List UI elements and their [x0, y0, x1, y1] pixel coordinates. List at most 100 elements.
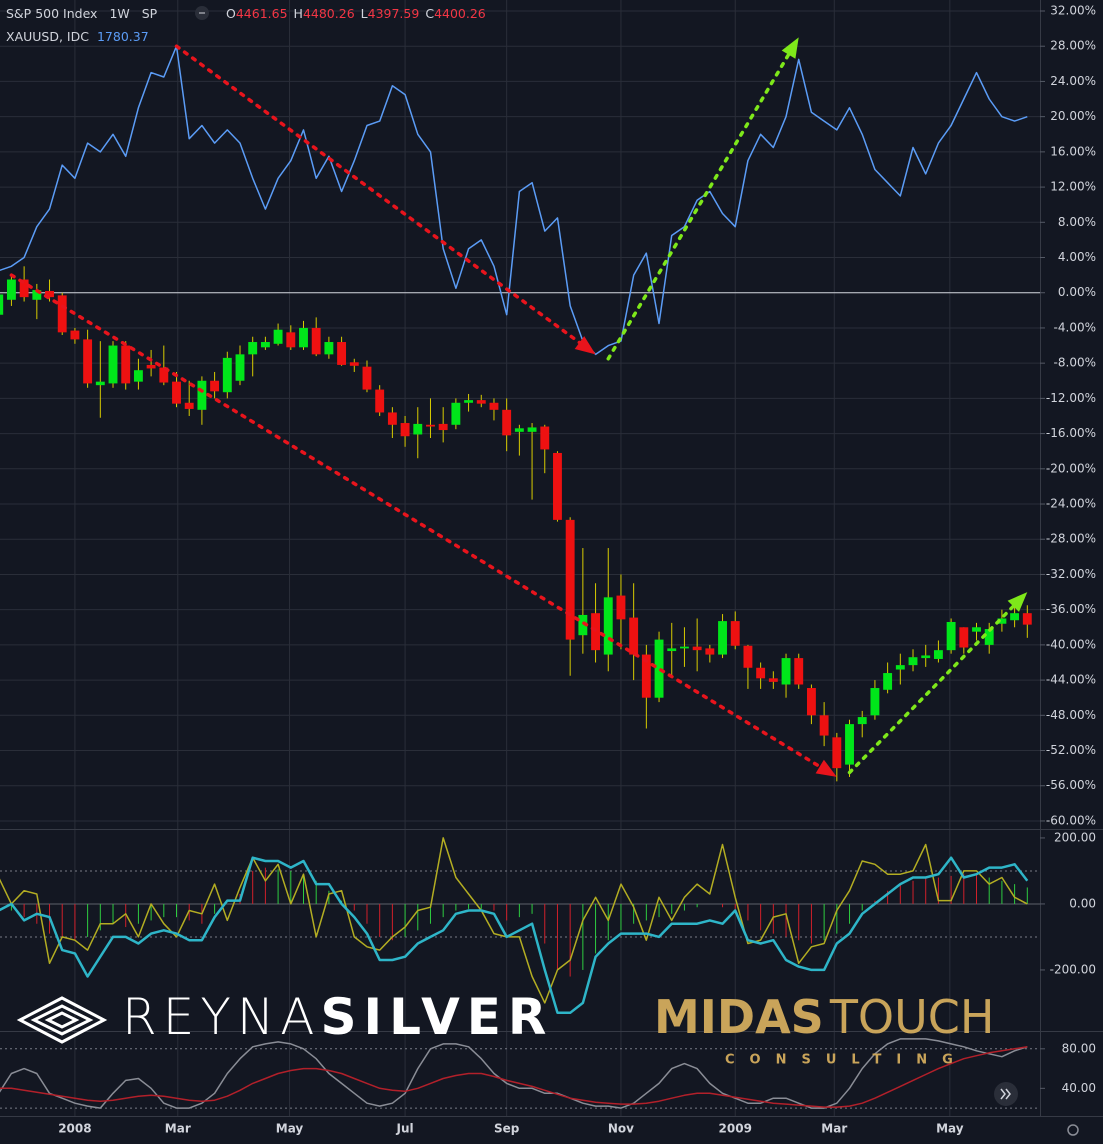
candle-body — [0, 294, 4, 315]
y-tick-label: -16.00% — [1046, 426, 1096, 440]
trend-arrow — [9, 273, 822, 769]
candle-body — [184, 402, 194, 409]
ohlc-label: O — [226, 6, 236, 21]
y-tick-label: -56.00% — [1046, 778, 1096, 792]
scroll-button[interactable] — [994, 1082, 1018, 1106]
candle-body — [349, 362, 359, 366]
last-value: 1780.37 — [97, 29, 149, 44]
candle-body — [514, 428, 524, 432]
trend-arrow — [174, 44, 582, 345]
legend-main: S&P 500 Index 1W SP — [6, 6, 158, 21]
candle-body — [819, 715, 829, 736]
candle-body — [883, 673, 893, 690]
separators — [0, 0, 1103, 1117]
candle-body — [235, 354, 245, 381]
trend-arrow-head — [815, 759, 837, 777]
logo-icon — [30, 1004, 94, 1036]
candle-body — [1022, 613, 1032, 625]
y-tick-label: 0.00 — [1069, 896, 1096, 910]
candle-body — [121, 345, 131, 384]
candle-body — [19, 279, 29, 298]
candle-body — [464, 400, 474, 403]
candle-body — [426, 424, 435, 427]
trend-arrow — [847, 604, 1016, 775]
candle-body — [248, 342, 258, 355]
candle-body — [362, 366, 372, 390]
candle-body — [768, 678, 778, 682]
series-line — [0, 1038, 1028, 1109]
interval: 1W — [109, 6, 129, 21]
candle-body — [756, 667, 766, 679]
candle-body — [832, 737, 842, 769]
x-tick-label: Nov — [608, 1122, 634, 1136]
candle-body — [641, 654, 651, 698]
candle-body — [273, 329, 283, 344]
candle-body — [565, 519, 575, 640]
trend-arrow-head — [781, 37, 799, 59]
x-tick-label: 2008 — [58, 1122, 91, 1136]
candle-body — [845, 724, 854, 765]
candle-body — [337, 342, 347, 365]
candle-body — [299, 327, 308, 348]
candle-body — [946, 621, 956, 651]
y-tick-label: 80.00 — [1062, 1041, 1096, 1055]
candle-body — [972, 627, 981, 632]
x-tick-label: May — [936, 1122, 964, 1136]
trend-arrow — [606, 52, 791, 361]
candle-body — [578, 614, 588, 636]
settings-button[interactable] — [1067, 1124, 1079, 1136]
y-tick-label: -32.00% — [1046, 567, 1096, 581]
candle-body — [502, 409, 512, 436]
candle-body — [324, 342, 334, 355]
y-tick-label: -40.00% — [1046, 637, 1096, 651]
y-tick-label: 24.00% — [1050, 74, 1096, 88]
candle-body — [654, 639, 664, 698]
candle-body — [57, 295, 67, 333]
series-line — [0, 856, 1029, 1015]
y-tick-label: -12.00% — [1046, 391, 1096, 405]
y-tick-label: -60.00% — [1046, 813, 1096, 827]
y-tick-label: 4.00% — [1058, 250, 1096, 264]
candle-body — [375, 389, 385, 413]
candle-body — [908, 657, 918, 666]
candle-body — [680, 646, 689, 649]
candle-body — [413, 423, 423, 435]
candle-body — [794, 658, 804, 685]
oscillator-pane — [0, 837, 1040, 1015]
candle-body — [32, 290, 42, 300]
series-line — [0, 1046, 1028, 1108]
candle-body — [83, 339, 93, 384]
candle-body — [451, 402, 461, 425]
y-tick-label: 16.00% — [1050, 144, 1096, 158]
y-tick-label: -4.00% — [1054, 320, 1096, 334]
series-line — [0, 45, 1028, 356]
exchange: SP — [142, 6, 158, 21]
series-name: S&P 500 Index — [6, 6, 97, 21]
watermark-text: CONSULTING — [725, 1053, 968, 1068]
y-tick-label: -48.00% — [1046, 708, 1096, 722]
y-tick-label: -200.00 — [1050, 962, 1096, 976]
price-pane — [0, 37, 1040, 782]
candle-body — [95, 381, 105, 386]
y-tick-label: 0.00% — [1058, 285, 1096, 299]
candle-body — [6, 279, 16, 300]
y-tick-label: -36.00% — [1046, 602, 1096, 616]
ohlc-legend: O4461.65 H4480.26 L4397.59 C4400.26 — [226, 6, 486, 21]
candle-body — [476, 400, 486, 404]
series-line — [0, 837, 1028, 1004]
candle-body — [870, 688, 880, 716]
candle-body — [286, 332, 296, 348]
legend-gold: XAUUSD, IDC 1780.37 — [6, 29, 149, 44]
candle-body — [172, 381, 181, 404]
logo-icon — [44, 1011, 80, 1029]
candle-body — [959, 627, 969, 648]
candle-body — [159, 367, 169, 383]
logo-icon — [16, 996, 108, 1044]
momentum-pane — [0, 1038, 1040, 1109]
candle-body — [222, 357, 232, 393]
watermark-word: REYNA — [122, 988, 320, 1046]
ohlc-value: 4461.65 — [236, 6, 288, 21]
candle-body — [108, 345, 118, 384]
y-tick-label: -8.00% — [1054, 356, 1096, 370]
